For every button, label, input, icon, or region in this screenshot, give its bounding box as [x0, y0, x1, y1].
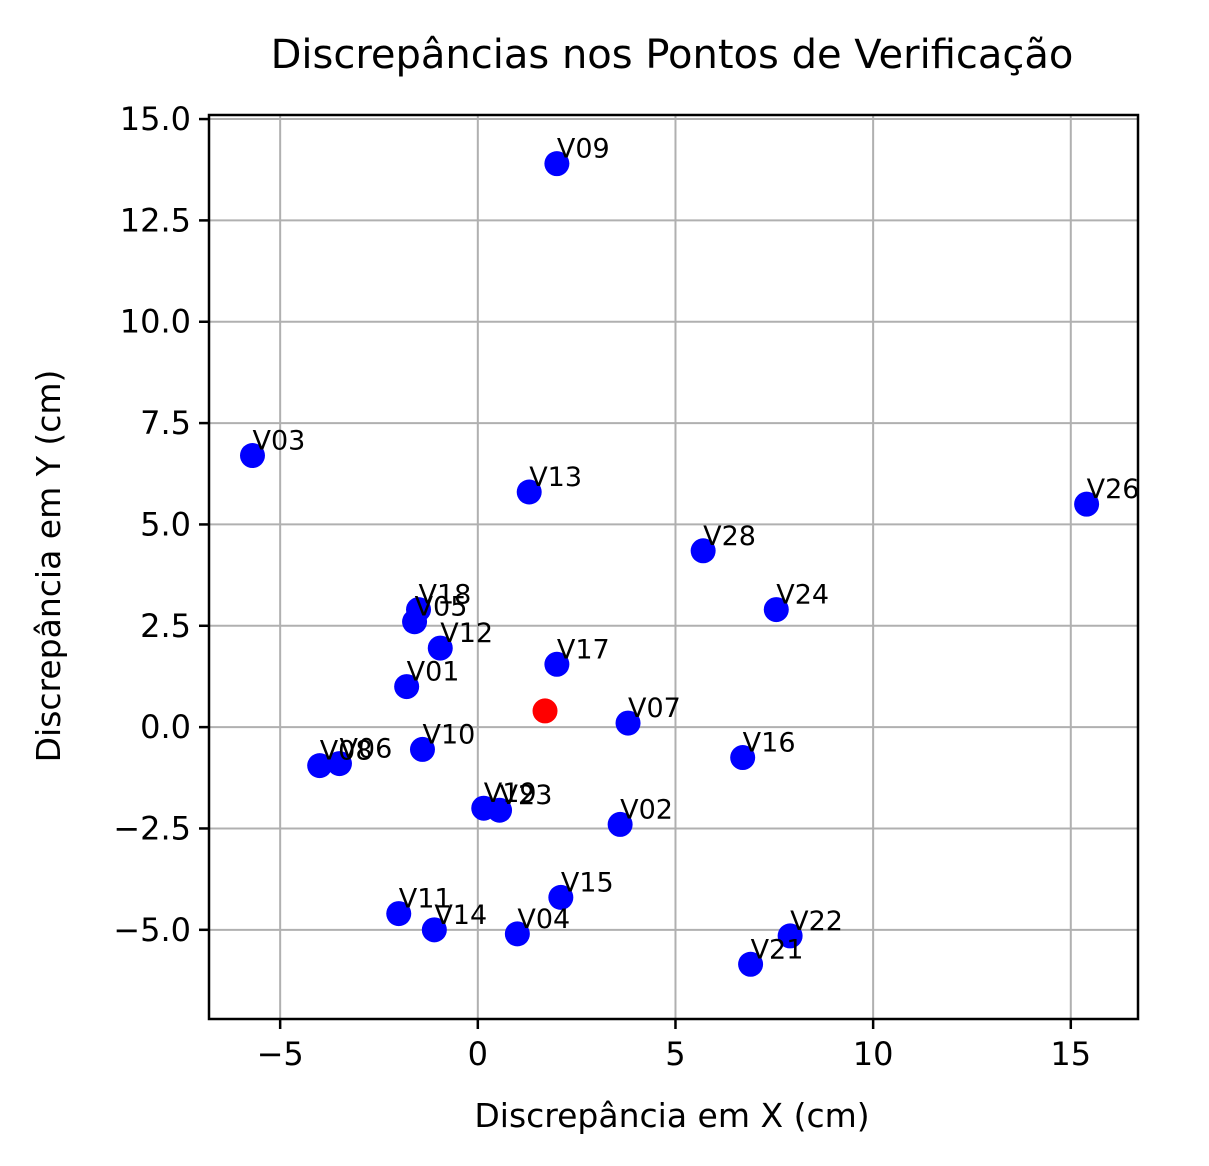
y-tick-label: 15.0 [120, 100, 191, 138]
data-point [516, 479, 542, 505]
point-label: V18 [419, 580, 472, 611]
chart-title: Discrepâncias nos Pontos de Verificação [271, 32, 1074, 78]
y-tick-label: 5.0 [140, 505, 191, 543]
data-point [406, 597, 432, 623]
data-point [615, 710, 641, 736]
data-points [239, 151, 1100, 977]
data-point [730, 745, 756, 771]
data-point [763, 597, 789, 623]
data-point [544, 651, 570, 677]
data-point [777, 923, 803, 949]
point-label: V24 [776, 580, 829, 611]
data-point [409, 736, 435, 762]
y-tick-label: 10.0 [120, 303, 191, 341]
point-label: V01 [407, 657, 460, 688]
point-label: V13 [529, 462, 582, 493]
point-label: V07 [628, 693, 681, 724]
data-point [307, 753, 333, 779]
point-label: V06 [339, 734, 392, 765]
point-label: V16 [743, 728, 796, 759]
data-point [386, 901, 412, 927]
point-label: V12 [440, 618, 493, 649]
point-label: V05 [415, 592, 468, 623]
x-tick-label: 5 [665, 1035, 685, 1073]
axis-ticks: −5 0 5 10 15 −5.0 −2.5 0.0 2.5 5.0 7.5 10.0 12.5 15.0 [113, 100, 1091, 1073]
plot-frame [207, 113, 1140, 1021]
data-point [532, 698, 558, 724]
y-tick-label: 0.0 [140, 708, 191, 746]
point-label: V22 [790, 906, 843, 937]
y-tick-label: 12.5 [120, 201, 191, 239]
x-tick-label: 15 [1050, 1035, 1091, 1073]
point-label: V14 [434, 900, 487, 931]
point-label: V10 [422, 719, 475, 750]
point-label: V03 [252, 426, 305, 457]
data-point [421, 917, 447, 943]
x-axis-label: Discrepância em X (cm) [474, 1096, 869, 1135]
y-tick-label: 2.5 [140, 607, 191, 645]
data-point [607, 811, 633, 837]
y-tick-label: −2.5 [113, 809, 191, 847]
data-point [394, 674, 420, 700]
point-labels: V01 V02 V03 V04 V05 V06 V07 V08 V09 V10 V11 V12 V13 V… [252, 134, 1139, 966]
data-point [1074, 491, 1100, 517]
data-point [487, 797, 513, 823]
data-point [504, 921, 530, 947]
y-tick-label: −5.0 [113, 911, 191, 949]
data-point [548, 884, 574, 910]
point-label: V09 [557, 134, 610, 165]
point-label: V08 [320, 736, 373, 767]
point-label: V15 [561, 867, 614, 898]
y-tick-label: 7.5 [140, 404, 191, 442]
grid [209, 115, 1138, 1019]
data-point [690, 538, 716, 564]
point-label: V04 [517, 904, 570, 935]
point-label: V28 [703, 521, 756, 552]
x-tick-label: 0 [468, 1035, 488, 1073]
point-label: V17 [557, 634, 610, 665]
point-label: V21 [751, 934, 804, 965]
data-point [427, 635, 453, 661]
y-axis-label: Discrepância em Y (cm) [29, 370, 68, 763]
data-point [544, 151, 570, 177]
point-label: V11 [399, 884, 452, 915]
data-point [239, 443, 265, 469]
data-point [326, 751, 352, 777]
point-label: V23 [500, 780, 553, 811]
point-label: V02 [620, 794, 673, 825]
point-label: V19 [484, 778, 537, 809]
point-label: V26 [1087, 474, 1140, 505]
x-tick-label: 10 [853, 1035, 894, 1073]
x-tick-label: −5 [257, 1035, 304, 1073]
data-point [738, 951, 764, 977]
